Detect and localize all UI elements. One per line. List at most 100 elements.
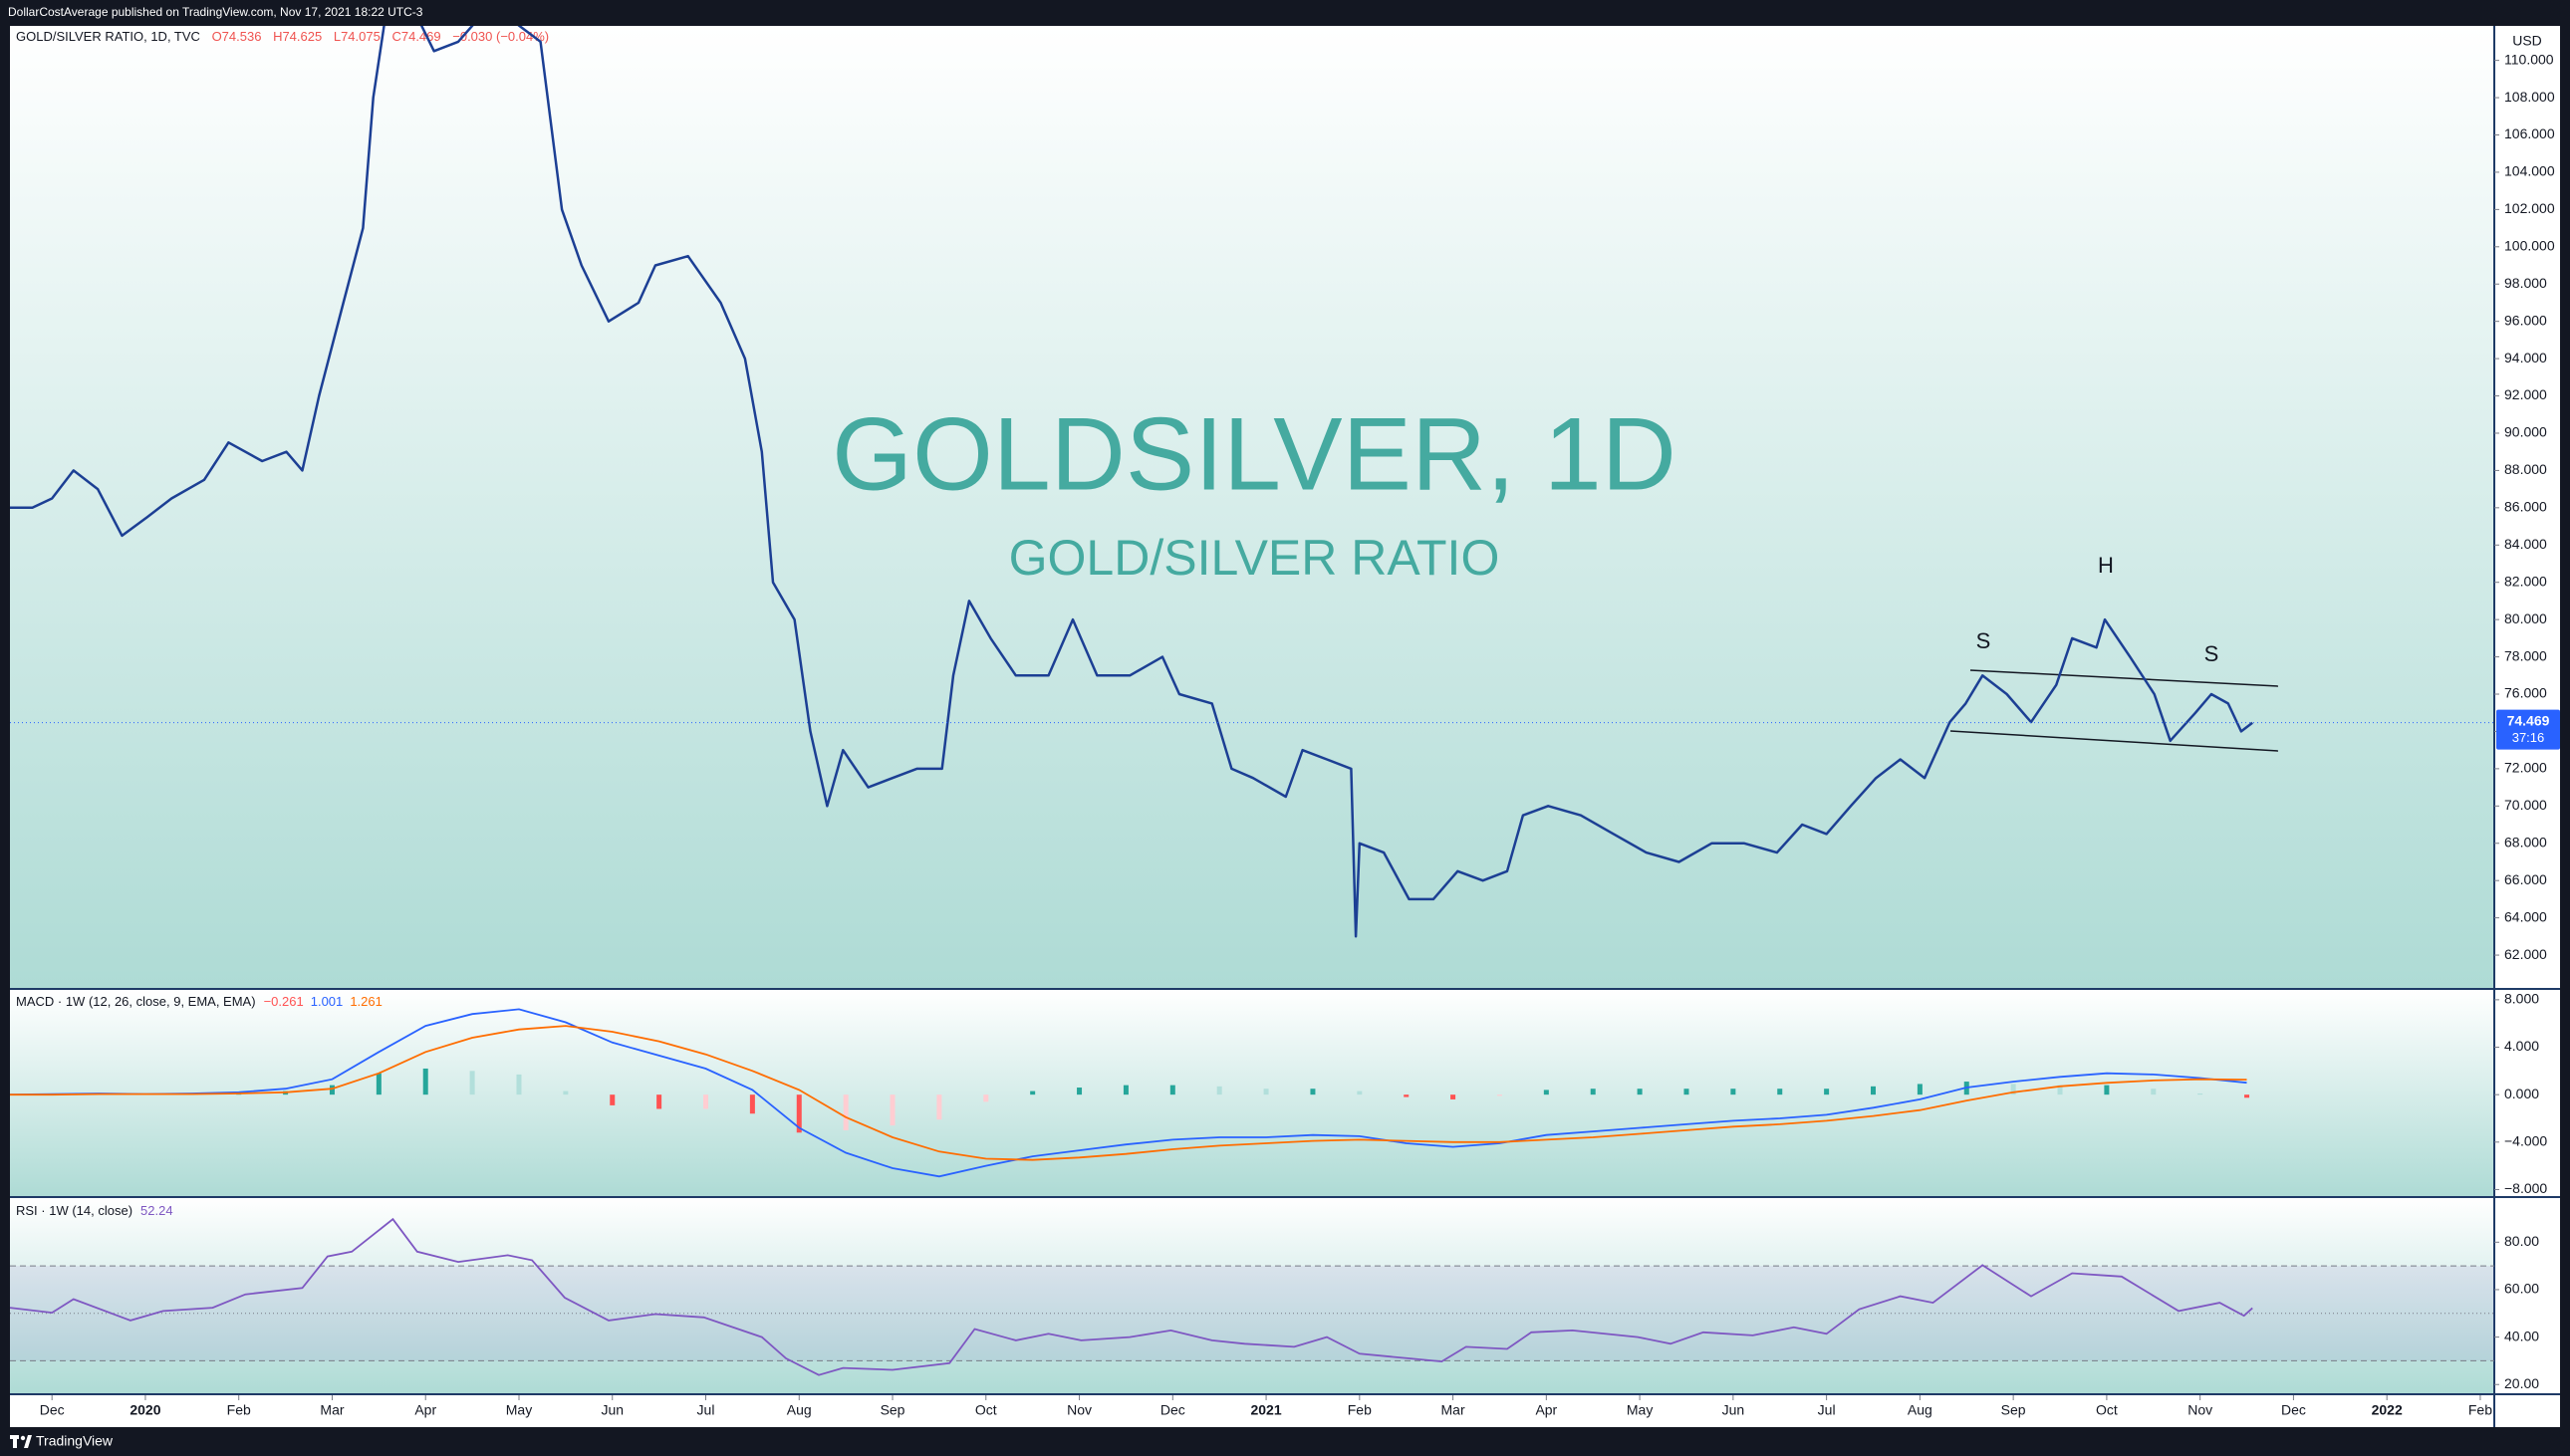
- histogram-bar: [1077, 1088, 1083, 1095]
- rsi-title: RSI · 1W (14, close): [16, 1203, 132, 1218]
- legend-value: 52.24: [140, 1203, 173, 1218]
- x-tick-label: Aug: [1908, 1402, 1932, 1418]
- brand-logo: [10, 1435, 32, 1448]
- x-tick-label: 2022: [2372, 1402, 2403, 1418]
- histogram-bar: [703, 1094, 709, 1109]
- y-tick-label: 78.000: [2504, 647, 2547, 663]
- x-tick-label: Dec: [40, 1402, 65, 1418]
- currency: USD: [2512, 33, 2542, 49]
- histogram-bar: [1590, 1089, 1596, 1095]
- histogram-bar: [936, 1094, 942, 1120]
- x-tick-label: Jul: [697, 1402, 715, 1418]
- y-tick-label: 96.000: [2504, 312, 2547, 328]
- legend-high: H74.625: [273, 29, 322, 44]
- x-tick-label: Feb: [2468, 1402, 2492, 1418]
- trendline: [1969, 669, 2279, 687]
- x-tick-label: 2020: [129, 1402, 160, 1418]
- y-tick-label: 98.000: [2504, 275, 2547, 291]
- histogram-bar: [2151, 1089, 2157, 1095]
- histogram-bar: [422, 1068, 428, 1095]
- x-tick-label: Oct: [2096, 1402, 2118, 1418]
- histogram-bar: [610, 1094, 616, 1105]
- x-tick-label: Nov: [1067, 1402, 1092, 1418]
- histogram-bar: [1030, 1091, 1036, 1095]
- legend-low: L74.075: [334, 29, 381, 44]
- x-tick-label: Sep: [881, 1402, 905, 1418]
- macd-legend: MACD · 1W (12, 26, close, 9, EMA, EMA) −0…: [16, 994, 383, 1009]
- x-tick-label: Apr: [414, 1402, 436, 1418]
- rsi-band: [10, 1266, 2494, 1361]
- histogram-bar: [983, 1094, 989, 1102]
- legend-open: O74.536: [212, 29, 262, 44]
- y-tick-label: 40.00: [2504, 1328, 2539, 1343]
- y-tick-label: 100.000: [2504, 238, 2555, 254]
- y-tick-label: 86.000: [2504, 499, 2547, 515]
- histogram-bar: [1310, 1089, 1316, 1095]
- last-price-label: 74.469: [2507, 712, 2550, 728]
- histogram-bar: [2244, 1094, 2250, 1098]
- histogram-bar: [329, 1085, 335, 1095]
- legend-value: −0.261: [264, 994, 304, 1009]
- y-tick-label: 62.000: [2504, 946, 2547, 962]
- y-tick-label: 0.000: [2504, 1086, 2539, 1101]
- price-line: [10, 26, 2253, 938]
- x-tick-label: Mar: [1441, 1402, 1465, 1418]
- histogram-bar: [1216, 1086, 1222, 1095]
- signal-line: [10, 1025, 2247, 1161]
- x-tick-label: Aug: [787, 1402, 812, 1418]
- y-tick-label: 8.000: [2504, 991, 2539, 1007]
- macd-pane: [10, 990, 2494, 1196]
- legend-change: −0.030 (−0.04%): [452, 29, 549, 44]
- histogram-bar: [1637, 1089, 1643, 1095]
- histogram-bar: [2057, 1085, 2063, 1095]
- rsi-pane: [10, 1198, 2494, 1394]
- histogram-bar: [1123, 1085, 1129, 1095]
- y-tick-label: −4.000: [2504, 1133, 2547, 1149]
- watermark-title: GOLDSILVER, 1D: [832, 396, 1676, 512]
- histogram-bar: [1263, 1089, 1269, 1095]
- histogram-bar: [563, 1091, 569, 1095]
- histogram-bar: [376, 1073, 382, 1095]
- x-tick-label: Oct: [975, 1402, 997, 1418]
- y-tick-label: 94.000: [2504, 350, 2547, 365]
- y-tick-label: 70.000: [2504, 797, 2547, 813]
- y-tick-label: 60.00: [2504, 1281, 2539, 1297]
- countdown: 37:16: [2512, 730, 2545, 745]
- brand: TradingView: [36, 1433, 114, 1449]
- histogram-bar: [749, 1094, 755, 1114]
- y-tick-label: 76.000: [2504, 685, 2547, 701]
- x-tick-label: Jun: [601, 1402, 624, 1418]
- x-tick-label: Nov: [2187, 1402, 2212, 1418]
- y-tick-label: 66.000: [2504, 871, 2547, 887]
- histogram-bar: [890, 1094, 896, 1126]
- pattern-label: S: [1976, 628, 1991, 653]
- logo-part: [24, 1435, 32, 1448]
- histogram-bar: [1357, 1091, 1363, 1095]
- x-tick-label: Jun: [1722, 1402, 1745, 1418]
- y-tick-label: 4.000: [2504, 1038, 2539, 1054]
- histogram-bar: [1824, 1089, 1830, 1095]
- logo-part: [20, 1435, 26, 1441]
- histogram-bar: [656, 1094, 662, 1109]
- histogram-bar: [1169, 1085, 1175, 1095]
- y-tick-label: 102.000: [2504, 200, 2555, 216]
- x-tick-label: 2021: [1250, 1402, 1281, 1418]
- histogram-bar: [2010, 1084, 2016, 1095]
- macd-title: MACD · 1W (12, 26, close, 9, EMA, EMA): [16, 994, 256, 1009]
- histogram-bar: [469, 1071, 475, 1095]
- histogram-bar: [1777, 1089, 1783, 1095]
- watermark-subtitle: GOLD/SILVER RATIO: [1009, 530, 1500, 586]
- histogram-bar: [1450, 1094, 1456, 1099]
- x-tick-label: May: [506, 1402, 532, 1418]
- rsi-line: [10, 1217, 2253, 1376]
- legend-value: 1.001: [311, 994, 343, 1009]
- rsi-legend: RSI · 1W (14, close) 52.24: [16, 1203, 173, 1218]
- trendline: [1949, 730, 2279, 752]
- y-tick-label: 68.000: [2504, 834, 2547, 849]
- histogram-bar: [1496, 1094, 1502, 1096]
- x-tick-label: Feb: [1348, 1402, 1372, 1418]
- histogram-bar: [1543, 1090, 1549, 1095]
- publish-info: DollarCostAverage published on TradingVi…: [8, 5, 423, 19]
- histogram-bar: [2104, 1085, 2110, 1095]
- legend-close: C74.469: [391, 29, 440, 44]
